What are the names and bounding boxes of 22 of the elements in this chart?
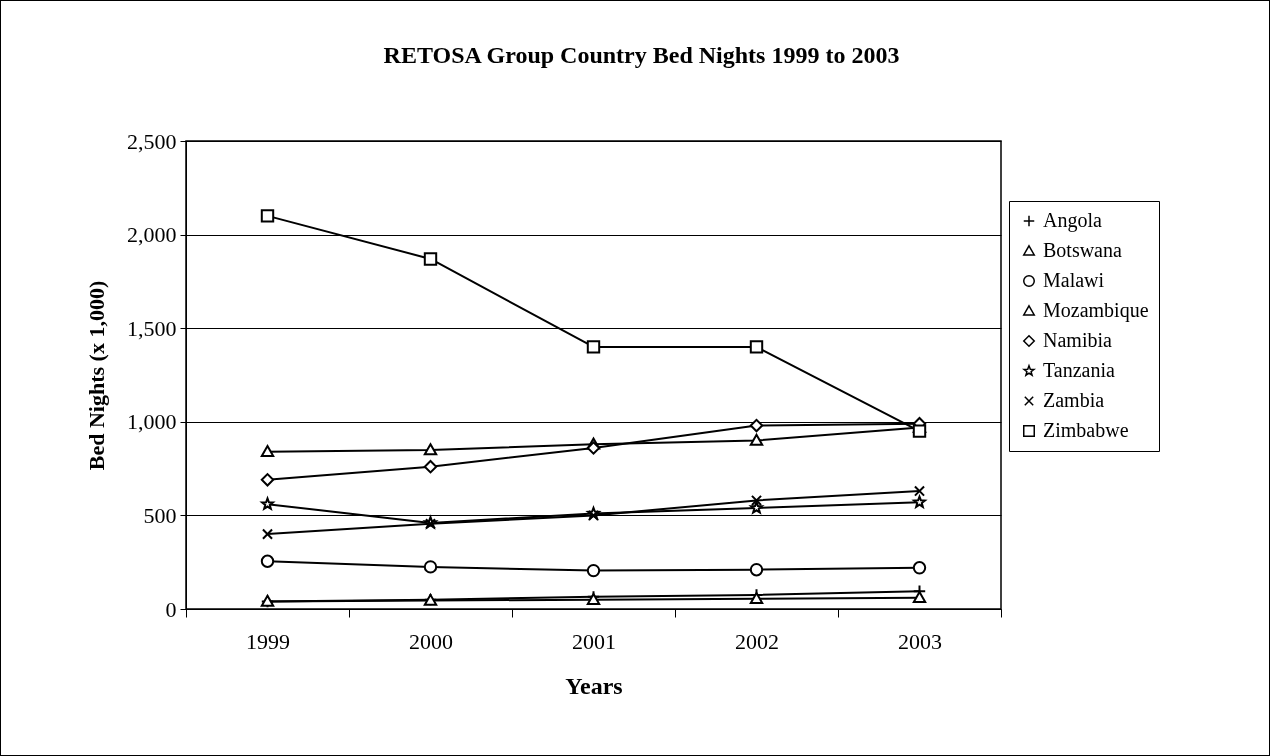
- x-tick-label: 2003: [898, 628, 942, 654]
- chart-title: RETOSA Group Country Bed Nights 1999 to 2003: [383, 42, 900, 68]
- legend-label: Zambia: [1043, 389, 1105, 411]
- y-tick-label: 2,500: [127, 128, 177, 154]
- x-axis-title: Years: [565, 672, 623, 699]
- legend-label: Angola: [1043, 209, 1102, 232]
- y-tick-label: 0: [165, 596, 177, 622]
- y-tick-label: 1,000: [127, 409, 177, 435]
- legend-label: Zimbabwe: [1043, 419, 1129, 441]
- x-tick-label: 2002: [735, 628, 779, 654]
- x-tick-label: 2000: [409, 628, 453, 654]
- y-axis-title: Bed Nights (x 1,000): [84, 280, 109, 471]
- x-tick-label: 2001: [572, 628, 616, 654]
- x-tick-label: 1999: [246, 628, 290, 654]
- y-tick-label: 2,000: [127, 222, 177, 248]
- y-tick-label: 1,500: [127, 315, 177, 341]
- y-tick-label: 500: [143, 502, 177, 528]
- legend-label: Mozambique: [1043, 299, 1149, 322]
- legend-label: Botswana: [1043, 239, 1122, 261]
- legend-label: Namibia: [1043, 329, 1112, 351]
- legend-label: Tanzania: [1043, 359, 1116, 381]
- legend-label: Malawi: [1043, 269, 1105, 291]
